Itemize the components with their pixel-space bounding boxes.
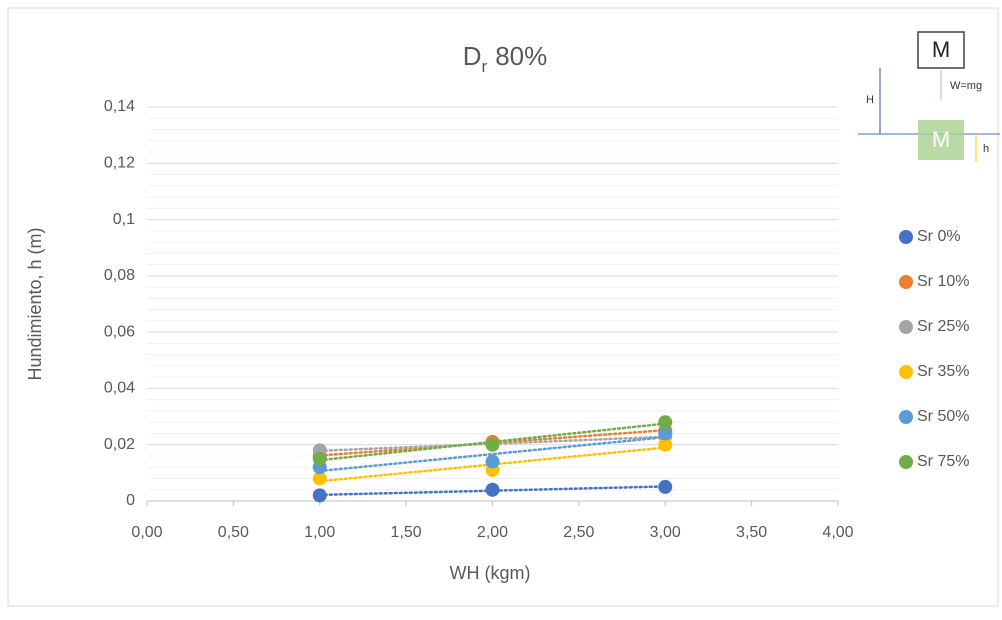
y-tick-label: 0,02 [104,436,135,453]
height-label: H [866,94,874,106]
legend-marker [899,320,913,334]
mass-box [917,31,965,69]
trendline [318,446,667,483]
x-tick-label: 1,00 [304,524,335,541]
x-tick-label: 0,50 [218,524,249,541]
point [658,415,673,430]
legend-label: Sr 50% [917,408,969,425]
title-tail: 80% [495,41,547,71]
point [312,471,327,486]
point [658,426,673,441]
y-tick-label: 0,1 [113,211,135,228]
point [658,479,673,494]
trendline [318,435,667,473]
inset-diagram: M W=mg H M h [858,31,1000,162]
legend-marker [899,410,913,424]
legend-label: Sr 10% [917,273,969,290]
y-tick-label: 0 [126,492,135,509]
x-tick-label: 0,00 [131,524,162,541]
y-tick-label: 0,14 [104,98,135,115]
legend-marker [899,365,913,379]
point [485,437,500,452]
legend-marker [899,275,913,289]
y-tick-label: 0,04 [104,380,135,397]
x-tick-label: 4,00 [822,524,853,541]
mass-label: M [932,37,950,62]
weight-label: W=mg [950,80,982,92]
x-tick-label: 3,50 [736,524,767,541]
legend-label: Sr 75% [917,453,969,470]
title-sub: r [482,57,488,76]
legend-marker [899,230,913,244]
x-tick-label: 3,00 [650,524,681,541]
sink-label: h [983,143,989,155]
trendline [318,422,667,462]
point [658,437,673,452]
legend-label: Sr 0% [917,228,961,245]
sunk-mass-box [918,120,964,160]
y-tick-label: 0,12 [104,155,135,172]
x-tick-label: 2,00 [477,524,508,541]
point [312,451,327,466]
y-tick-label: 0,06 [104,323,135,340]
legend-label: Sr 25% [917,318,969,335]
point [312,488,327,503]
x-axis-label: WH (kgm) [450,563,531,583]
x-tick-label: 2,50 [563,524,594,541]
legend-marker [899,455,913,469]
y-tick-label: 0,08 [104,267,135,284]
title-main: D [463,41,482,71]
chart-frame [7,7,999,607]
point [485,482,500,497]
point [485,454,500,469]
x-tick-label: 1,50 [391,524,422,541]
legend-label: Sr 35% [917,363,969,380]
y-axis-label: Hundimiento, h (m) [25,227,45,380]
sunk-mass-label: M [932,127,950,152]
chart-title: Dr 80% [463,41,548,77]
